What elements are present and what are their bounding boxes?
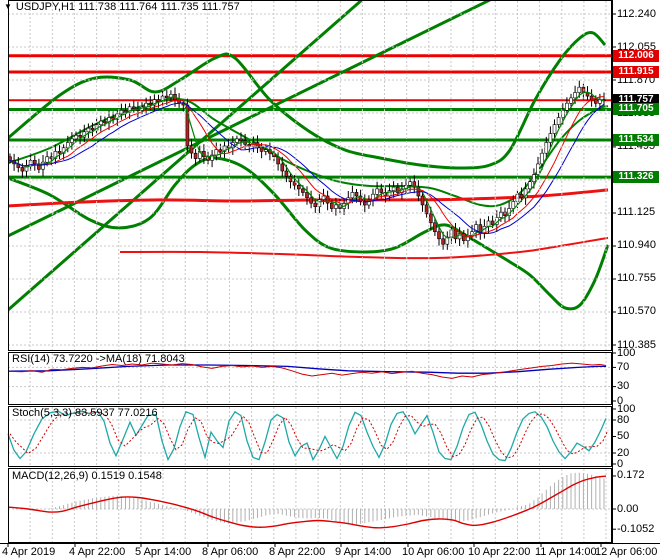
stoch-tick-label: 0: [617, 457, 624, 470]
time-axis-label: 9 Apr 14:00: [335, 546, 392, 558]
macd-tick-label: 0.00: [617, 502, 639, 515]
rsi-tick-label: 70: [617, 360, 630, 373]
price-tick-label: 112.240: [617, 7, 656, 20]
time-axis-label: 11 Apr 14:00: [535, 546, 597, 558]
macd-tick-label: 0.172: [617, 469, 645, 482]
chart-title-text: USDJPY,H1 111.738 111.764 111.735 111.75…: [15, 1, 240, 13]
stoch-tick-label: 80: [617, 413, 630, 426]
price-badge-111.757: 111.757: [613, 94, 659, 107]
price-badge-112.006: 112.006: [613, 49, 659, 62]
rsi-tick-label: 30: [617, 380, 630, 393]
price-tick-label: 112.055: [617, 40, 656, 53]
panel-divider-macd[interactable]: [8, 466, 612, 470]
stoch-tick-label: 50: [617, 430, 630, 442]
price-tick-label: 111.495: [617, 140, 656, 153]
rsi-label: RSI(14) 73.7220 ->MA(18) 71.8043: [12, 353, 185, 365]
stoch-label: Stoch(5,3,3) 83.5937 77.0216: [12, 407, 158, 419]
price-badge-111.326: 111.326: [613, 171, 659, 184]
rsi-tick-label: 0: [617, 394, 624, 407]
time-axis-label: 8 Apr 22:00: [269, 546, 326, 558]
macd-tick-label: -0.1052: [617, 522, 655, 535]
time-axis-label: 5 Apr 14:00: [135, 546, 192, 558]
panel-divider-stoch[interactable]: [8, 404, 612, 408]
time-axis-label: 4 Apr 2019: [2, 546, 56, 558]
stoch-tick-label: 20: [617, 446, 630, 459]
macd-label: MACD(12,26,9) 0.1519 0.1548: [12, 470, 162, 482]
price-tick-label: 110.570: [617, 305, 656, 318]
symbol-dropdown-icon[interactable]: ▼: [4, 2, 12, 11]
time-axis-label: 4 Apr 22:00: [69, 546, 126, 558]
price-tick-label: 111.125: [617, 206, 656, 219]
price-tick-label: 110.940: [617, 239, 656, 252]
time-axis-label: 12 Apr 06:00: [595, 546, 658, 558]
price-tick-label: 110.755: [617, 272, 656, 285]
stoch-tick-label: 100: [617, 402, 636, 415]
time-axis-label: 10 Apr 22:00: [468, 546, 531, 558]
rsi-tick-label: 100: [617, 346, 636, 359]
time-axis-label: 10 Apr 06:00: [402, 546, 465, 558]
panel-divider-rsi[interactable]: [8, 350, 612, 354]
time-axis-label: 8 Apr 06:00: [202, 546, 259, 558]
price-tick-label: 110.385: [617, 338, 656, 351]
price-badge-111.705: 111.705: [613, 103, 659, 116]
price-tick-label: 111.870: [617, 73, 656, 86]
price-badge-111.534: 111.534: [613, 133, 659, 146]
price-badge-111.915: 111.915: [613, 65, 659, 78]
chart-title: ▼ USDJPY,H1 111.738 111.764 111.735 111.7…: [4, 1, 240, 13]
